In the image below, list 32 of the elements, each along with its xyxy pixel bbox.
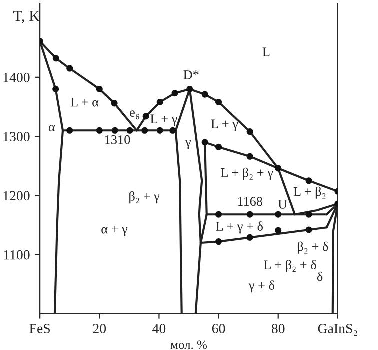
annotation: U	[278, 200, 288, 209]
y-axis-title: T, K	[14, 11, 40, 24]
x-tick-label: 60	[212, 324, 226, 334]
y-tick-label: 1100	[4, 250, 30, 260]
annotation: L + β₂	[294, 186, 326, 199]
annotation: L + α	[70, 98, 99, 107]
annotation: L + β₂ + γ	[221, 168, 274, 180]
annotation: 1168	[238, 197, 263, 206]
y-tick-label: 1400	[4, 73, 30, 82]
annotation: α	[49, 125, 56, 132]
annotation: e₆	[130, 110, 140, 120]
annotation: L	[262, 48, 270, 56]
annotation: L + β₂ + δ	[264, 260, 316, 272]
x-tick-label: GaInS₂	[318, 324, 358, 336]
annotation: γ	[185, 140, 192, 150]
x-tick-label: 80	[272, 324, 285, 334]
annotation: D*	[184, 70, 199, 80]
annotation: L + γ + δ	[216, 222, 263, 234]
x-tick-label: 20	[93, 324, 106, 334]
annotation: δ	[317, 272, 323, 282]
annotation: 1310	[105, 135, 130, 144]
annotation: β₂ + γ	[130, 191, 160, 204]
annotation: L + γ	[211, 120, 238, 132]
annotation: γ + δ	[248, 280, 275, 293]
annotation: L + γ	[150, 114, 178, 126]
y-tick-label: 1200	[4, 191, 30, 201]
annotation: α + γ	[102, 226, 128, 236]
x-axis-title: мол. %	[170, 340, 208, 350]
y-tick-label: 1300	[4, 132, 30, 142]
x-tick-label: FeS	[30, 324, 50, 334]
x-tick-label: 40	[152, 324, 166, 334]
annotation: β₂ + δ	[298, 242, 328, 254]
